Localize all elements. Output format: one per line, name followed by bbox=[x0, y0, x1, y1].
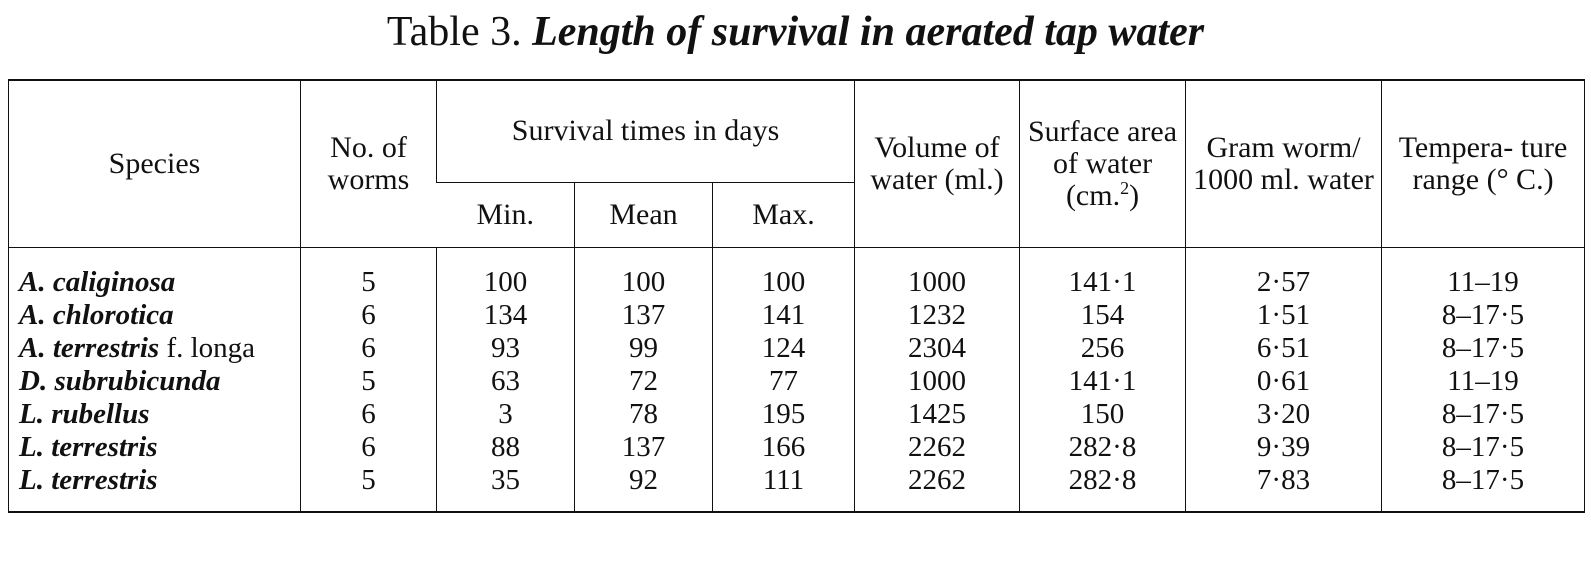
table-row: D. subrubicunda 5 63 72 77 1000 141·1 0·61 11–19 bbox=[9, 364, 1585, 398]
cell-mean: 72 bbox=[574, 364, 713, 398]
cell-no-of-worms: 5 bbox=[300, 463, 437, 512]
cell-no-of-worms: 5 bbox=[300, 364, 437, 398]
cell-mean: 92 bbox=[574, 463, 713, 512]
cell-mean: 78 bbox=[574, 397, 713, 431]
cell-temperature: 8–17·5 bbox=[1381, 298, 1585, 332]
header-volume: Volume of water (ml.) bbox=[854, 80, 1020, 248]
cell-max: 77 bbox=[711, 364, 855, 398]
cell-surface-area: 282·8 bbox=[1019, 430, 1186, 464]
table-row: L. terrestris 6 88 137 166 2262 282·8 9·39 8–17·… bbox=[9, 430, 1585, 464]
cell-temperature: 11–19 bbox=[1381, 247, 1585, 299]
cell-surface-area: 141·1 bbox=[1019, 247, 1186, 299]
cell-min: 35 bbox=[436, 463, 575, 512]
table-container: Species No. of worms Survival times in d… bbox=[8, 79, 1586, 513]
cell-gram-worm: 1·51 bbox=[1185, 298, 1382, 332]
cell-species: L. rubellus bbox=[19, 397, 150, 430]
cell-species: A. caliginosa bbox=[19, 265, 176, 298]
cell-min: 88 bbox=[436, 430, 575, 464]
cell-max: 111 bbox=[711, 463, 855, 512]
cell-surface-area: 141·1 bbox=[1019, 364, 1186, 398]
header-survival-times: Survival times in days bbox=[435, 80, 855, 183]
cell-gram-worm: 9·39 bbox=[1185, 430, 1382, 464]
cell-species: L. terrestris bbox=[19, 463, 158, 496]
header-no-of-worms: No. of worms bbox=[300, 80, 437, 248]
table-body: A. caliginosa 5 100 100 100 1000 141·1 2·57 11–1… bbox=[9, 247, 1585, 512]
cell-volume: 1425 bbox=[854, 397, 1020, 431]
cell-no-of-worms: 6 bbox=[300, 430, 437, 464]
header-min: Min. bbox=[436, 182, 575, 248]
table-row: A. chlorotica 6 134 137 141 1232 154 1·51 8–17·5 bbox=[9, 298, 1585, 332]
cell-volume: 1232 bbox=[854, 298, 1020, 332]
cell-min: 134 bbox=[436, 298, 575, 332]
header-species: Species bbox=[8, 80, 301, 248]
header-mean: Mean bbox=[574, 182, 713, 248]
cell-species: L. terrestris bbox=[19, 430, 158, 463]
cell-no-of-worms: 6 bbox=[300, 331, 437, 365]
cell-temperature: 11–19 bbox=[1381, 364, 1585, 398]
cell-gram-worm: 7·83 bbox=[1185, 463, 1382, 512]
table-number: Table 3. bbox=[386, 9, 522, 55]
header-max: Max. bbox=[711, 182, 855, 248]
cell-no-of-worms: 6 bbox=[300, 397, 437, 431]
cell-temperature: 8–17·5 bbox=[1381, 397, 1585, 431]
table-title: Table 3. Length of survival in aerated t… bbox=[0, 6, 1591, 58]
table-row: L. terrestris 5 35 92 111 2262 282·8 7·83 8–17·5 bbox=[9, 463, 1585, 512]
header-surface-area: Surface area of water (cm.2) bbox=[1019, 80, 1186, 248]
cell-max: 195 bbox=[711, 397, 855, 431]
header-gram-worm: Gram worm/ 1000 ml. water bbox=[1185, 80, 1382, 248]
cell-surface-area: 150 bbox=[1019, 397, 1186, 431]
cell-mean: 137 bbox=[574, 430, 713, 464]
cell-min: 100 bbox=[436, 247, 575, 299]
cell-no-of-worms: 6 bbox=[300, 298, 437, 332]
cell-surface-area: 154 bbox=[1019, 298, 1186, 332]
cell-max: 141 bbox=[711, 298, 855, 332]
cell-volume: 2262 bbox=[854, 463, 1020, 512]
cell-species: A. terrestris f. longa bbox=[19, 331, 256, 364]
table-caption: Length of survival in aerated tap water bbox=[532, 9, 1205, 55]
survival-table: Species No. of worms Survival times in d… bbox=[8, 79, 1586, 513]
cell-max: 124 bbox=[711, 331, 855, 365]
cell-surface-area: 282·8 bbox=[1019, 463, 1186, 512]
cell-temperature: 8–17·5 bbox=[1381, 463, 1585, 512]
table-row: A. terrestris f. longa 6 93 99 124 2304 256 6·5… bbox=[9, 331, 1585, 365]
cell-volume: 2262 bbox=[854, 430, 1020, 464]
table-row: L. rubellus 6 3 78 195 1425 150 3·20 8–17·5 bbox=[9, 397, 1585, 431]
cell-gram-worm: 6·51 bbox=[1185, 331, 1382, 365]
cell-no-of-worms: 5 bbox=[300, 247, 437, 299]
cell-min: 63 bbox=[436, 364, 575, 398]
table-row: A. caliginosa 5 100 100 100 1000 141·1 2·57 11–1… bbox=[9, 247, 1585, 299]
cell-volume: 2304 bbox=[854, 331, 1020, 365]
cell-gram-worm: 0·61 bbox=[1185, 364, 1382, 398]
cell-min: 3 bbox=[436, 397, 575, 431]
cell-max: 166 bbox=[711, 430, 855, 464]
cell-min: 93 bbox=[436, 331, 575, 365]
cell-volume: 1000 bbox=[854, 364, 1020, 398]
header-temperature: Tempera- ture range (° C.) bbox=[1381, 80, 1585, 248]
cell-mean: 137 bbox=[574, 298, 713, 332]
cell-gram-worm: 3·20 bbox=[1185, 397, 1382, 431]
cell-mean: 100 bbox=[574, 247, 713, 299]
cell-gram-worm: 2·57 bbox=[1185, 247, 1382, 299]
cell-species: A. chlorotica bbox=[19, 298, 174, 331]
cell-volume: 1000 bbox=[854, 247, 1020, 299]
cell-species: D. subrubicunda bbox=[19, 364, 221, 397]
cell-surface-area: 256 bbox=[1019, 331, 1186, 365]
cell-temperature: 8–17·5 bbox=[1381, 430, 1585, 464]
cell-mean: 99 bbox=[574, 331, 713, 365]
cell-temperature: 8–17·5 bbox=[1381, 331, 1585, 365]
cell-max: 100 bbox=[711, 247, 855, 299]
